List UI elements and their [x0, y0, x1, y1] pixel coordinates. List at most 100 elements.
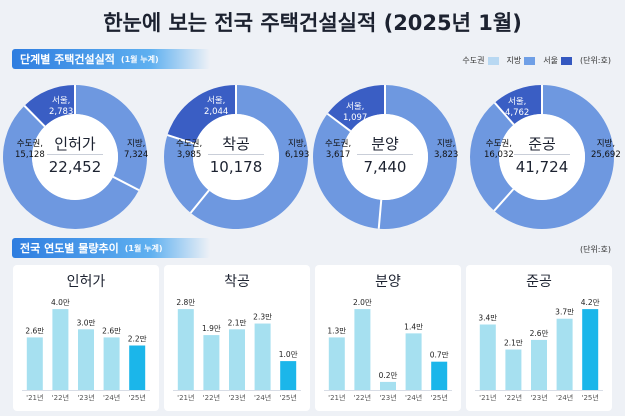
section-header-yearly: 전국 연도별 물량추이 (1월 누계) — [12, 238, 210, 258]
legend-item-capital: 수도권 — [462, 55, 499, 66]
slice-separator — [189, 189, 210, 214]
donut-slice-seoul — [24, 85, 75, 127]
bar-value-label: 2.0만 — [353, 298, 372, 307]
legend-swatch — [560, 56, 572, 65]
slice-separator — [493, 102, 515, 126]
bar-value-label: 1.4만 — [404, 322, 423, 331]
donut-center-title: 인허가 — [54, 135, 96, 153]
legend-item-seoul: 서울 — [543, 55, 572, 66]
x-tick-label: '21년 — [328, 393, 345, 402]
donut-slice-capital — [470, 102, 514, 211]
seoul-label: 서울, 2,783 — [49, 96, 74, 117]
donut-slice-local — [494, 85, 614, 229]
bar — [52, 309, 69, 390]
bar-value-label: 1.9만 — [202, 324, 221, 333]
bar-svg: 2.8만 '21년 1.9만 '22년 2.1만 '23년 2.3만 '24년 1.0만 '25년 — [173, 298, 301, 402]
legend-label: 수도권 — [462, 56, 485, 65]
panel-title: 착공 — [224, 274, 250, 290]
x-tick-label: '21년 — [26, 393, 43, 402]
bar — [254, 323, 271, 390]
bar — [431, 361, 448, 390]
divider — [357, 154, 413, 155]
panel-title: 분양 — [375, 274, 401, 290]
bar-value-label: 3.4만 — [478, 314, 497, 323]
x-tick-label: '24년 — [556, 393, 573, 402]
bar-panel-permits: 인허가 2.6만 '21년 4.0만 '22년 3.0만 '23년 2.6만 '24년 2.2만… — [13, 265, 159, 411]
bar-value-label: 2.1만 — [228, 318, 247, 327]
bar-panel-completions: 준공 3.4만 '21년 2.1만 '22년 2.6만 '23년 3.7만 '24년 4.2만 '… — [466, 265, 612, 411]
donut-center-title: 착공 — [222, 135, 250, 153]
x-tick-label: '25년 — [280, 393, 297, 402]
slice-separator — [377, 199, 383, 229]
bar — [280, 361, 297, 390]
x-tick-label: '24년 — [254, 393, 271, 402]
donut-svg — [2, 85, 147, 229]
panel-title: 준공 — [526, 274, 552, 290]
donut-slice-capital — [2, 105, 139, 229]
bar-value-label: 3.7만 — [555, 308, 574, 317]
donut-hole — [342, 114, 428, 200]
bar-panel-sales: 분양 1.3만 '21년 2.0만 '22년 0.2만 '23년 1.4만 '24년 0.7만 '… — [315, 265, 461, 411]
x-tick-label: '23년 — [379, 393, 396, 402]
bar-value-label: 2.8만 — [176, 298, 195, 307]
bar-panel-starts: 착공 2.8만 '21년 1.9만 '22년 2.1만 '23년 2.3만 '24년 1.0만 '… — [164, 265, 310, 411]
legend-unit: (단위:호) — [579, 56, 611, 65]
bar-value-label: 2.6만 — [102, 326, 121, 335]
divider — [514, 154, 570, 155]
donut-center-total: 10,178 — [209, 158, 263, 176]
donut-center-title: 분양 — [371, 135, 399, 153]
page-title: 한눈에 보는 전국 주택건설실적 (2025년 1월) — [103, 11, 522, 35]
bar-value-label: 2.6만 — [25, 326, 44, 335]
divider — [208, 154, 264, 155]
slice-separator — [112, 175, 140, 192]
donut-slice-seoul — [167, 85, 236, 144]
donut-slice-local — [75, 85, 147, 191]
section-title: 전국 연도별 물량추이 — [20, 242, 119, 255]
donut-slice-local — [378, 85, 457, 229]
donut-slice-capital — [313, 113, 382, 229]
bar — [129, 345, 146, 390]
slice-separator — [23, 105, 46, 128]
bar-value-label: 0.2만 — [379, 371, 398, 380]
legend-item-local: 지방 — [507, 55, 536, 66]
capital-label: 수도권, 3,985 — [176, 139, 203, 160]
x-tick-label: '25년 — [431, 393, 448, 402]
x-tick-label: '22년 — [505, 393, 522, 402]
bar — [78, 329, 94, 390]
bar-svg: 1.3만 '21년 2.0만 '22년 0.2만 '23년 1.4만 '24년 0.7만 '25년 — [324, 298, 452, 402]
bar-value-label: 0.7만 — [430, 351, 449, 360]
donut-center-total: 22,452 — [48, 158, 102, 176]
capital-label: 수도권, 16,032 — [484, 139, 514, 160]
bar — [328, 337, 345, 390]
bar — [26, 337, 43, 390]
bar — [203, 335, 220, 390]
bar-value-label: 4.2만 — [581, 298, 600, 307]
x-tick-label: '24년 — [405, 393, 422, 402]
donut-chart-starts: 서울, 2,044 수도권, 3,985 지방, 6,193 착공 10,178 — [161, 82, 311, 232]
seoul-label: 서울, 2,044 — [204, 96, 229, 117]
panel-title: 인허가 — [66, 274, 106, 290]
donut-chart-sales: 서울, 1,097 수도권, 3,617 지방, 3,823 분양 7,440 — [310, 82, 460, 232]
donut-hole — [193, 114, 279, 200]
capital-label: 수도권, 3,617 — [325, 139, 352, 160]
legend: 수도권 지방 서울 (단위:호) — [454, 55, 611, 66]
donut-slice-seoul — [327, 85, 385, 132]
bar-svg: 3.4만 '21년 2.1만 '22년 2.6만 '23년 3.7만 '24년 4.2만 '25년 — [475, 298, 603, 402]
bar — [354, 309, 371, 390]
donut-slice-local — [190, 85, 308, 229]
donut-chart-completions: 서울, 4,762 수도권, 16,032 지방, 25,692 준공 41,724 — [467, 82, 621, 232]
donut-slice-capital — [164, 135, 209, 213]
donut-center-total: 41,724 — [515, 158, 569, 176]
donut-svg — [470, 85, 614, 229]
bar — [229, 329, 245, 390]
bar — [479, 324, 496, 390]
x-tick-label: '22년 — [203, 393, 220, 402]
bar-value-label: 2.1만 — [504, 339, 523, 348]
slice-separator — [326, 112, 352, 132]
bar-value-label: 2.6만 — [530, 329, 549, 338]
x-tick-label: '25년 — [129, 393, 146, 402]
unit-label: (단위:호) — [579, 245, 611, 254]
local-label: 지방, 3,823 — [434, 139, 459, 160]
donut-hole — [32, 114, 118, 200]
x-tick-label: '22년 — [354, 393, 371, 402]
